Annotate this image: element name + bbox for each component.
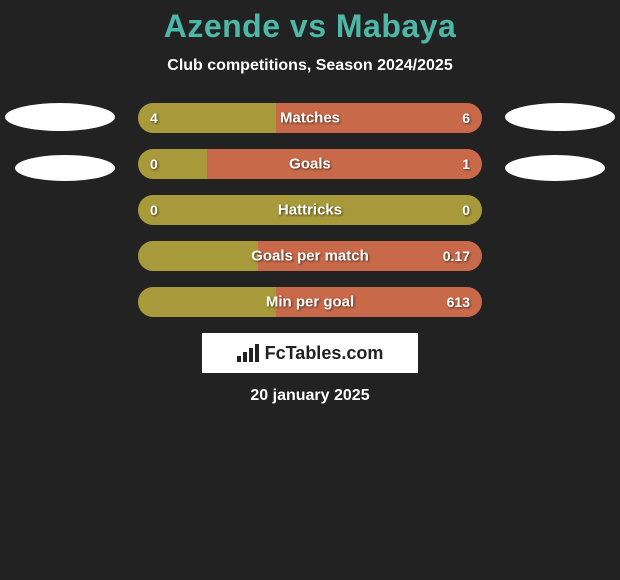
stat-value-right: 1 xyxy=(462,156,470,172)
branding-badge: FcTables.com xyxy=(202,333,418,373)
player-badge-left-1 xyxy=(5,103,115,131)
comparison-infographic: Azende vs Mabaya Club competitions, Seas… xyxy=(0,0,620,405)
stat-bars: 4 Matches 6 0 Goals 1 0 Hattricks 0 xyxy=(138,103,482,317)
bar-left xyxy=(138,287,276,317)
player-badge-left-2 xyxy=(15,155,115,181)
stat-label: Goals xyxy=(289,156,331,173)
stat-label: Goals per match xyxy=(251,248,369,265)
stat-value-right: 0 xyxy=(462,202,470,218)
stat-row-goals: 0 Goals 1 xyxy=(138,149,482,179)
stat-value-right: 0.17 xyxy=(443,248,470,264)
player-badge-right-1 xyxy=(505,103,615,131)
subtitle: Club competitions, Season 2024/2025 xyxy=(0,57,620,75)
player-badge-right-2 xyxy=(505,155,605,181)
bar-left xyxy=(138,241,258,271)
page-title: Azende vs Mabaya xyxy=(0,8,620,45)
stat-value-right: 613 xyxy=(447,294,470,310)
stat-value-left: 0 xyxy=(150,156,158,172)
footer-date: 20 january 2025 xyxy=(0,387,620,405)
stat-row-min-per-goal: Min per goal 613 xyxy=(138,287,482,317)
stat-value-left: 4 xyxy=(150,110,158,126)
stat-label: Min per goal xyxy=(266,294,354,311)
branding-text: FcTables.com xyxy=(265,343,384,364)
bar-left xyxy=(138,103,276,133)
stat-row-hattricks: 0 Hattricks 0 xyxy=(138,195,482,225)
chart-icon xyxy=(237,344,259,362)
bar-left xyxy=(138,149,207,179)
stat-label: Hattricks xyxy=(278,202,342,219)
stat-row-matches: 4 Matches 6 xyxy=(138,103,482,133)
stats-area: 4 Matches 6 0 Goals 1 0 Hattricks 0 xyxy=(0,103,620,317)
bar-right xyxy=(207,149,482,179)
stat-value-left: 0 xyxy=(150,202,158,218)
stat-label: Matches xyxy=(280,110,340,127)
stat-row-goals-per-match: Goals per match 0.17 xyxy=(138,241,482,271)
stat-value-right: 6 xyxy=(462,110,470,126)
